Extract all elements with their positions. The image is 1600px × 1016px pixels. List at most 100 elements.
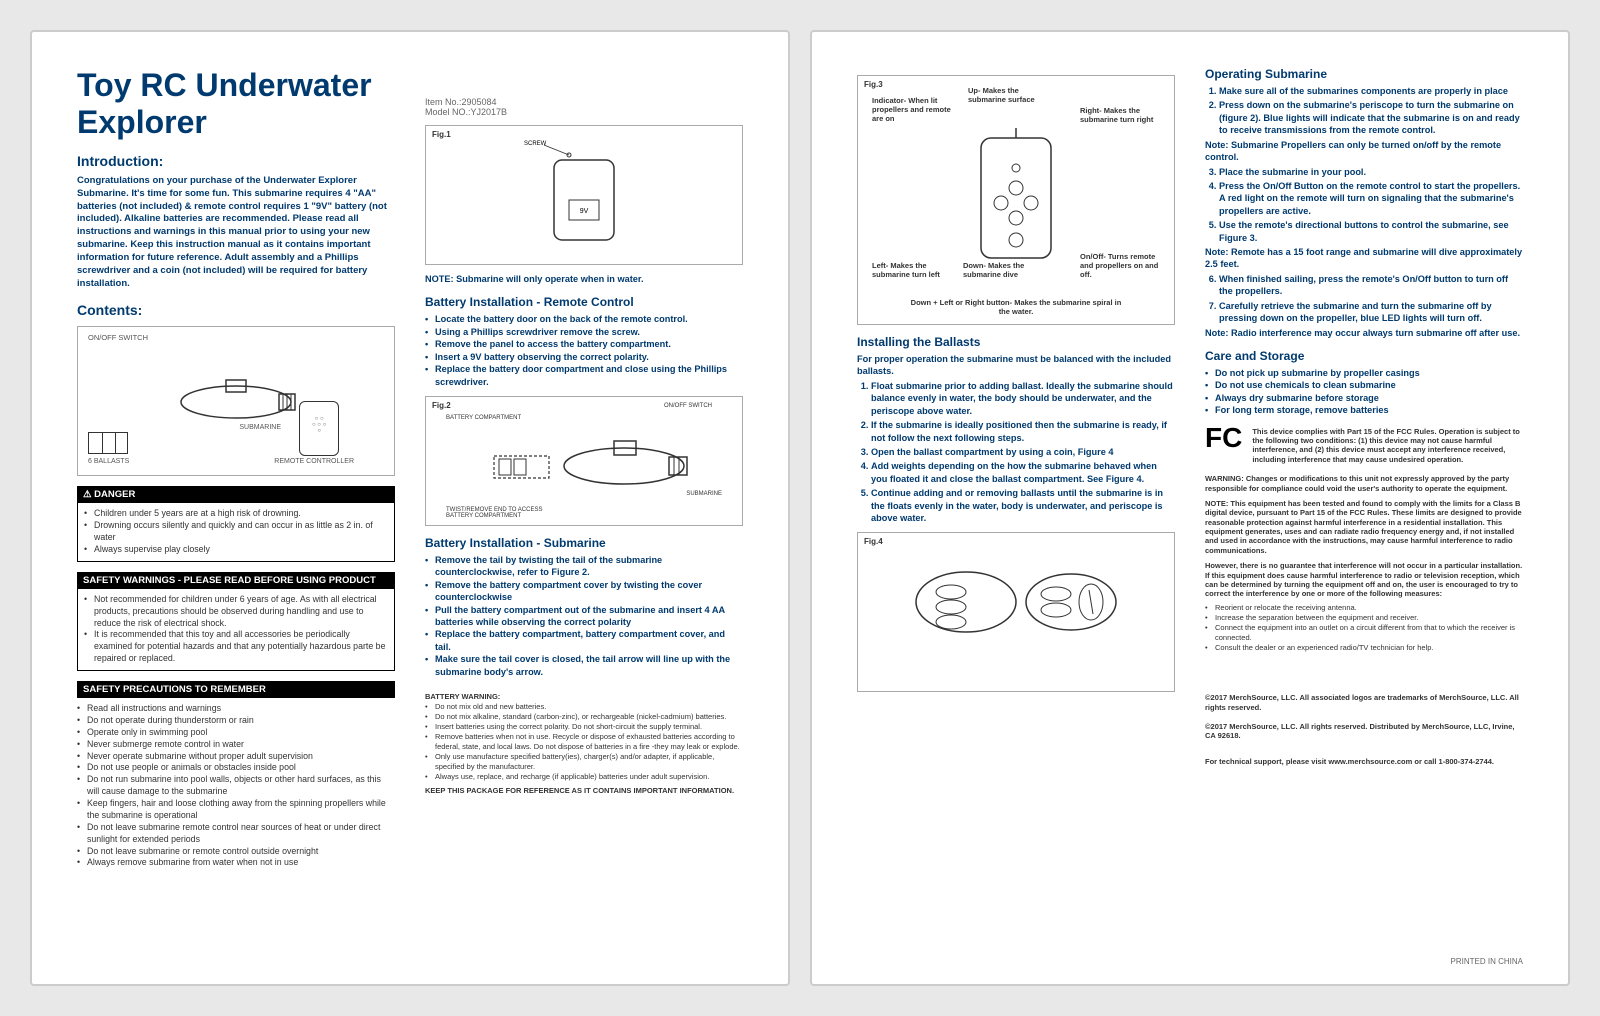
copy1: ©2017 MerchSource, LLC. All associated l… xyxy=(1205,693,1523,712)
install-heading: Installing the Ballasts xyxy=(857,335,1175,349)
ballasts-sketch xyxy=(88,432,128,454)
prec-item: Keep fingers, hair and loose clothing aw… xyxy=(77,798,389,822)
sub-label: SUBMARINE xyxy=(171,424,281,431)
contents-figure: ON/OFF SWITCH SUBMARINE 6 BALLASTS REMOT… xyxy=(77,326,395,476)
fig2-sketch xyxy=(474,421,694,501)
col-right: Item No.:2905084 Model NO.:YJ2017B Fig.1… xyxy=(425,67,743,949)
fcc-however: However, there is no guarantee that inte… xyxy=(1205,561,1523,599)
danger-item: Drowning occurs silently and quickly and… xyxy=(84,520,388,544)
list-item: Pull the battery compartment out of the … xyxy=(425,604,743,629)
col-left: Toy RC Underwater Explorer Introduction:… xyxy=(77,67,395,949)
op-list-2: Place the submarine in your pool. Press … xyxy=(1205,166,1523,245)
prec-item: Never operate submarine without proper a… xyxy=(77,751,389,763)
list-item: Locate the battery door on the back of t… xyxy=(425,313,743,325)
op-note2: Note: Remote has a 15 foot range and sub… xyxy=(1205,246,1523,271)
list-item: Always use, replace, and recharge (if ap… xyxy=(425,772,743,782)
printed-china: PRINTED IN CHINA xyxy=(1451,957,1523,966)
page-2: Fig.3 Indicator- When lit propellers and… xyxy=(810,30,1570,986)
fig1-label: Fig.1 xyxy=(432,130,451,139)
intro-text: Congratulations on your purchase of the … xyxy=(77,175,395,290)
list-item: Do not use chemicals to clean submarine xyxy=(1205,379,1523,391)
title: Toy RC Underwater Explorer xyxy=(77,67,395,141)
list-item: Replace the battery door compartment and… xyxy=(425,363,743,388)
fcc-block: FC This device complies with Part 15 of … xyxy=(1205,427,1523,465)
prec-item: Read all instructions and warnings xyxy=(77,703,389,715)
op-list: Make sure all of the submarines componen… xyxy=(1205,85,1523,137)
op-list-3: When finished sailing, press the remote'… xyxy=(1205,273,1523,325)
fcc-logo: FC xyxy=(1205,427,1242,449)
bat-sub-heading: Battery Installation - Submarine xyxy=(425,536,743,550)
list-item: Carefully retrieve the submarine and tur… xyxy=(1219,300,1523,325)
op-note3: Note: Radio interference may occur alway… xyxy=(1205,327,1523,339)
list-item: Remove the panel to access the battery c… xyxy=(425,338,743,350)
list-item: Insert batteries using the correct polar… xyxy=(425,722,743,732)
fig4: Fig.4 xyxy=(857,532,1175,692)
list-item: Always dry submarine before storage xyxy=(1205,392,1523,404)
fig2: Fig.2 BATTERY COMPARTMENT ON/OFF SWITCH … xyxy=(425,396,743,526)
prec-item: Do not leave submarine remote control ne… xyxy=(77,822,389,846)
prec-item: Operate only in swimming pool xyxy=(77,727,389,739)
prec-item: Do not leave submarine or remote control… xyxy=(77,846,389,858)
safety-warn-item: It is recommended that this toy and all … xyxy=(84,629,388,665)
list-item: Use the remote's directional buttons to … xyxy=(1219,219,1523,244)
fig2-label: Fig.2 xyxy=(432,401,451,410)
list-item: Only use manufacture specified battery(i… xyxy=(425,752,743,772)
prec-item: Always remove submarine from water when … xyxy=(77,857,389,869)
prec-item: Never submerge remote control in water xyxy=(77,739,389,751)
fig3-left: Left- Makes the submarine turn left xyxy=(872,261,947,279)
fig1-sketch: 9V SCREW xyxy=(524,140,644,250)
list-item: Press the On/Off Button on the remote co… xyxy=(1219,180,1523,217)
fig3-label: Fig.3 xyxy=(864,80,883,89)
model-no: Model NO.:YJ2017B xyxy=(425,107,743,117)
list-item: Remove the tail by twisting the tail of … xyxy=(425,554,743,579)
fig3-combo: Down + Left or Right button- Makes the s… xyxy=(908,298,1124,316)
list-item: For long term storage, remove batteries xyxy=(1205,404,1523,416)
op-note1: Note: Submarine Propellers can only be t… xyxy=(1205,139,1523,164)
bat-remote-heading: Battery Installation - Remote Control xyxy=(425,295,743,309)
remote-sketch xyxy=(299,401,339,456)
page-1: Toy RC Underwater Explorer Introduction:… xyxy=(30,30,790,986)
fig3-onoff: On/Off- Turns remote and propellers on a… xyxy=(1080,252,1160,279)
list-item: Do not mix old and new batteries. xyxy=(425,702,743,712)
list-item: Using a Phillips screwdriver remove the … xyxy=(425,326,743,338)
list-item: Consult the dealer or an experienced rad… xyxy=(1205,643,1523,653)
list-item: Float submarine prior to adding ballast.… xyxy=(871,380,1175,417)
svg-text:SCREW: SCREW xyxy=(524,141,547,147)
fig2-twist: TWIST/REMOVE END TO ACCESS BATTERY COMPA… xyxy=(446,507,546,519)
bat-sub-list: Remove the tail by twisting the tail of … xyxy=(425,554,743,678)
copy2: ©2017 MerchSource, LLC. All rights reser… xyxy=(1205,722,1523,741)
svg-text:9V: 9V xyxy=(580,208,589,215)
fig3-down: Down- Makes the submarine dive xyxy=(963,261,1033,279)
care-heading: Care and Storage xyxy=(1205,349,1523,363)
list-item: Reorient or relocate the receiving anten… xyxy=(1205,603,1523,613)
item-no: Item No.:2905084 xyxy=(425,97,743,107)
prec-item: Do not use people or animals or obstacle… xyxy=(77,762,389,774)
fig4-sketch xyxy=(906,552,1126,672)
list-item: Make sure all of the submarines componen… xyxy=(1219,85,1523,97)
fig3: Fig.3 Indicator- When lit propellers and… xyxy=(857,75,1175,325)
list-item: Continue adding and or removing ballasts… xyxy=(871,487,1175,524)
safety-warn-item: Not recommended for children under 6 yea… xyxy=(84,594,388,630)
fcc-warn: WARNING: Changes or modifications to thi… xyxy=(1205,474,1523,493)
note-water: NOTE: Submarine will only operate when i… xyxy=(425,273,743,285)
fig2-bc: BATTERY COMPARTMENT xyxy=(446,415,521,421)
ballasts-label: 6 BALLASTS xyxy=(88,458,129,465)
fig1: Fig.1 9V SCREW xyxy=(425,125,743,265)
fig3-right: Right- Makes the submarine turn right xyxy=(1080,106,1160,124)
onoff-label: ON/OFF SWITCH xyxy=(88,333,148,342)
list-item: Add weights depending on the how the sub… xyxy=(871,460,1175,485)
safety-warn-heading: SAFETY WARNINGS - PLEASE READ BEFORE USI… xyxy=(77,572,395,589)
care-list: Do not pick up submarine by propeller ca… xyxy=(1205,367,1523,417)
fig3-indicator: Indicator- When lit propellers and remot… xyxy=(872,96,952,123)
install-intro: For proper operation the submarine must … xyxy=(857,353,1175,378)
list-item: Place the submarine in your pool. xyxy=(1219,166,1523,178)
fig2-sub: SUBMARINE xyxy=(686,491,722,497)
list-item: If the submarine is ideally positioned t… xyxy=(871,419,1175,444)
intro-heading: Introduction: xyxy=(77,153,395,169)
fig3-remote xyxy=(961,128,1071,278)
keep-package: KEEP THIS PACKAGE FOR REFERENCE AS IT CO… xyxy=(425,786,743,795)
fcc-measures: Reorient or relocate the receiving anten… xyxy=(1205,603,1523,654)
list-item: Replace the battery compartment, battery… xyxy=(425,628,743,653)
list-item: Increase the separation between the equi… xyxy=(1205,613,1523,623)
list-item: Connect the equipment into an outlet on … xyxy=(1205,623,1523,643)
